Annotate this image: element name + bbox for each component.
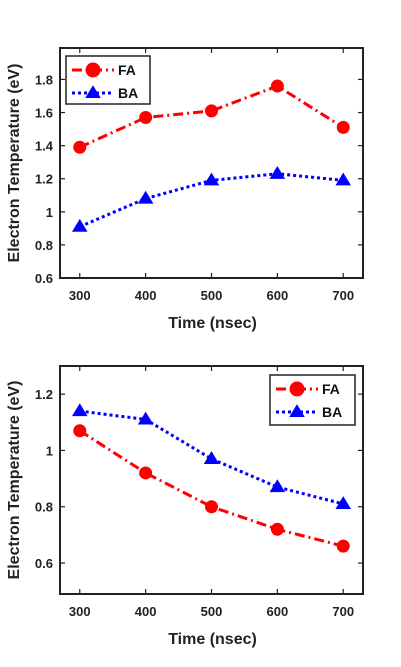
series-fa [73,424,350,553]
legend-box [269,374,356,426]
x-tick-label: 600 [267,288,289,303]
series-line [79,84,345,149]
legend-box [65,55,151,105]
data-point [269,165,286,179]
y-tick-label: 1.4 [35,139,54,154]
data-point [71,218,88,232]
y-tick-label: 1.8 [35,72,53,87]
data-point [269,479,286,493]
series-line [78,429,344,548]
data-point [336,120,350,134]
x-tick-label: 300 [69,604,91,619]
legend-label: BA [322,404,342,420]
x-axis-label: Time (nsec) [168,315,257,332]
series-ba [71,403,352,509]
series-fa [73,79,350,154]
series-line [79,409,344,506]
y-tick-label: 0.6 [35,556,53,571]
series-ba [71,165,352,232]
data-point [139,466,153,480]
x-tick-label: 400 [135,288,157,303]
x-tick-label: 500 [201,288,223,303]
chart-top: 300 400 500 600 700 0.6 0.8 1 1.2 1.4 1.6 1.8 Time (… [6,47,364,332]
data-point [203,172,220,186]
y-tick-label: 1.2 [35,387,53,402]
data-point [289,404,305,418]
x-tick-label: 700 [332,604,354,619]
data-point [71,403,88,417]
data-point [335,496,352,509]
y-tick-label: 1.6 [35,106,53,121]
y-tick-label: 0.8 [35,500,53,515]
y-tick-label: 1 [46,443,53,458]
x-axis-label: Time (nsec) [168,631,257,648]
data-point [85,85,101,99]
y-axis-label: Electron Temperature (eV) [6,381,23,580]
data-point [203,451,220,464]
x-tick-label: 400 [135,604,157,619]
data-point [205,104,218,118]
legend-label: FA [322,381,340,397]
y-tick-label: 1.2 [35,172,53,187]
legend-label: BA [118,85,138,101]
y-tick-label: 1 [46,205,53,220]
data-point [270,522,284,536]
y-axis-label: Electron Temperature (eV) [6,64,23,263]
x-tick-label: 500 [201,604,223,619]
legend: FA BA [65,55,151,105]
x-tick-label: 600 [267,604,289,619]
chart-bottom: 300 400 500 600 700 0.6 0.8 1 1.2 Time (nsec) Elec… [6,365,364,648]
x-tick-label: 300 [69,288,91,303]
data-point [270,79,284,93]
data-point [73,140,87,154]
data-point [137,190,154,204]
data-point [336,539,350,553]
data-point [139,110,153,124]
x-tick-label: 700 [332,288,354,303]
y-tick-label: 0.6 [35,271,53,286]
data-point [289,381,305,397]
data-point [335,172,352,186]
data-point [137,411,154,425]
data-point [85,62,101,78]
data-point [205,500,218,514]
legend: FA BA [269,374,356,426]
y-tick-label: 0.8 [35,238,53,253]
data-point [73,424,87,438]
legend-label: FA [118,62,136,78]
